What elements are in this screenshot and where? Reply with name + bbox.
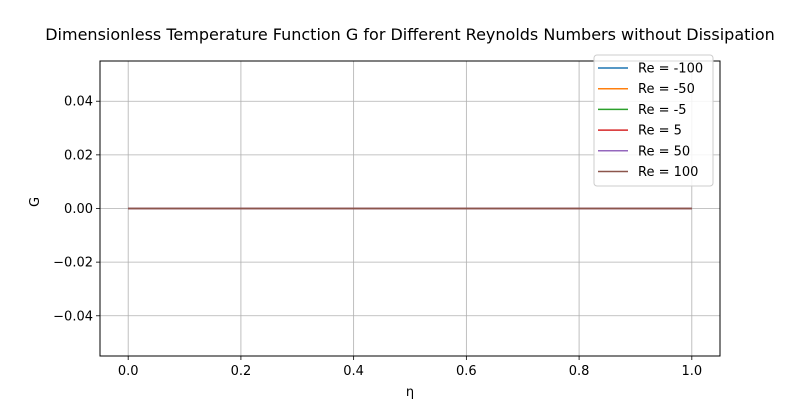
x-tick-label: 0.2 [231,364,252,379]
x-tick-label: 0.8 [569,364,590,379]
y-axis-label: G [28,197,43,207]
legend-box [593,54,714,187]
x-tick-label: 0.4 [343,364,364,379]
y-tick-label: −0.02 [53,256,93,271]
y-tick-label: 0.04 [64,95,93,110]
y-tick-label: −0.04 [53,309,93,324]
x-tick-label: 0.6 [456,364,477,379]
x-tick-label: 1.0 [681,364,702,379]
chart-title: Dimensionless Temperature Function G for… [45,25,775,44]
legend-label: Re = -5 [638,103,687,118]
legend: Re = -100 Re = -50 Re = -5 Re = 5 Re = 50 Re … [593,54,714,187]
axis-ticks: 0.0 0.2 0.4 0.6 0.8 1.0 −0.04 −0.02 0.00 0.02 0.04 [53,95,702,379]
x-tick-label: 0.0 [118,364,139,379]
legend-label: Re = -100 [638,62,703,77]
legend-label: Re = -50 [638,82,695,97]
y-tick-label: 0.02 [64,148,93,163]
y-tick-label: 0.00 [64,202,93,217]
legend-label: Re = 100 [638,165,698,180]
legend-label: Re = 50 [638,144,690,159]
x-axis-label: η [406,385,414,400]
legend-label: Re = 5 [638,124,682,139]
